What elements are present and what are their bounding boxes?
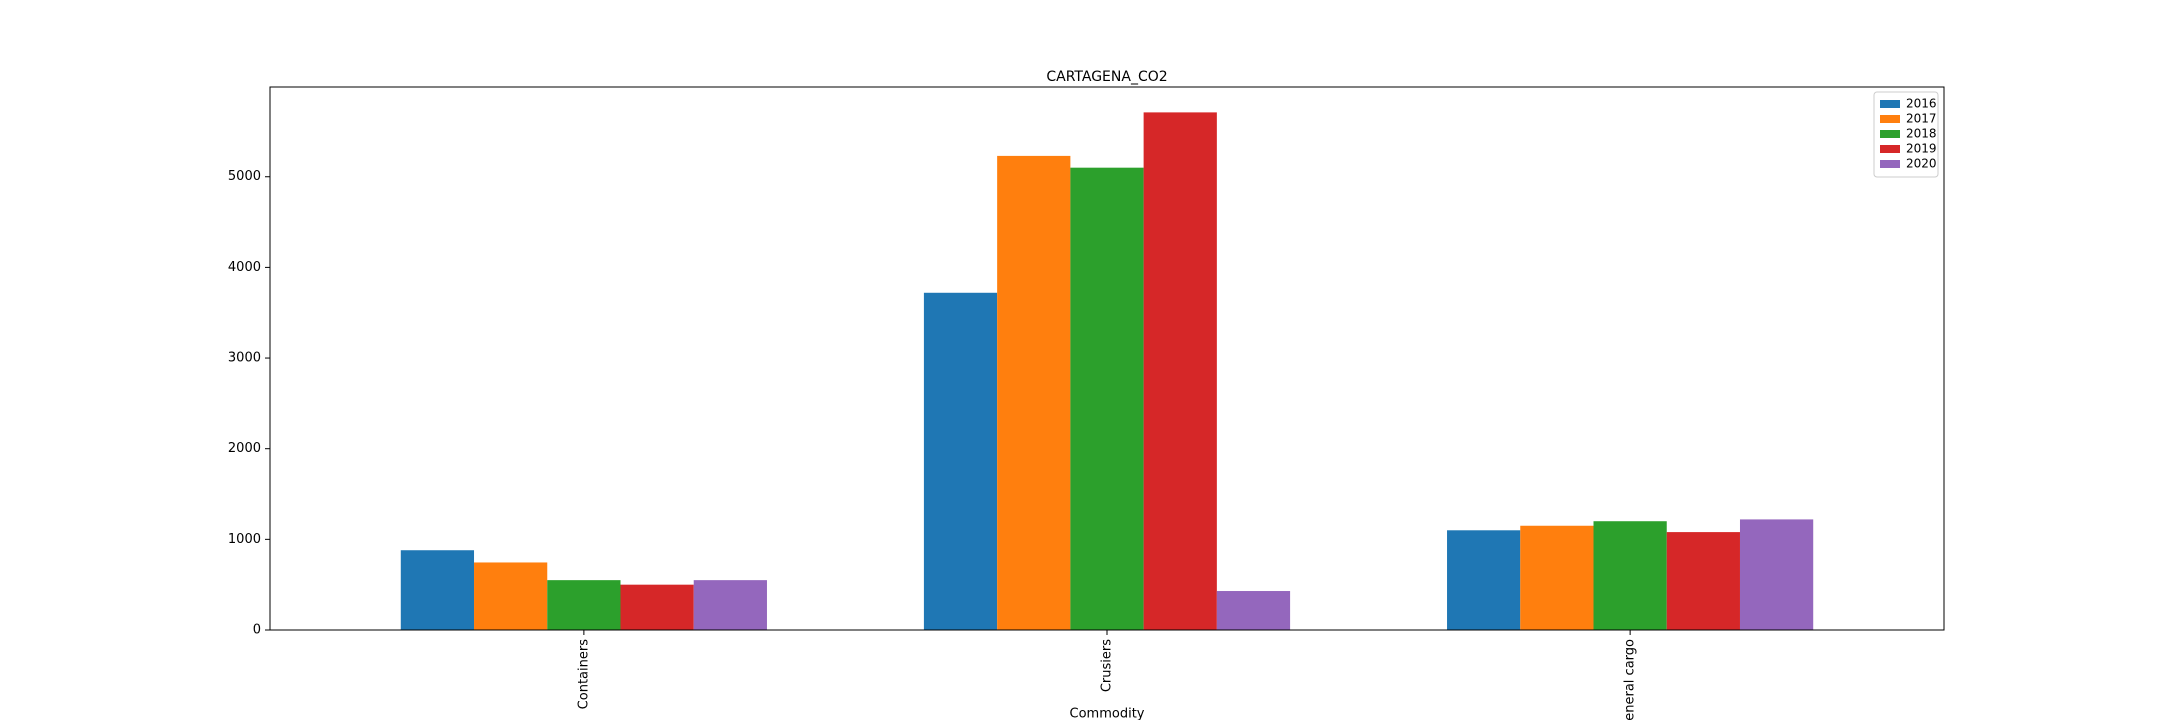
- bar: [1070, 167, 1144, 631]
- legend-box: [1873, 91, 1939, 178]
- y-tick-label: 5000: [228, 169, 261, 184]
- y-tick-label: 1000: [228, 532, 261, 547]
- legend-label: 2020: [1906, 157, 1937, 171]
- x-tick-label: Containers: [576, 639, 591, 710]
- bar: [1520, 525, 1594, 630]
- bar: [1593, 521, 1667, 630]
- legend-swatch: [1880, 115, 1900, 123]
- bar: [620, 584, 694, 630]
- x-tick-label: Crusiers: [1100, 639, 1115, 692]
- bar: [1447, 530, 1521, 630]
- x-tick-label: General cargo: [1623, 639, 1638, 720]
- plot-frame: [269, 86, 1945, 631]
- bar: [923, 292, 998, 630]
- bar: [997, 155, 1071, 630]
- bar: [547, 580, 621, 630]
- bar: [474, 562, 548, 630]
- bar: [693, 580, 767, 630]
- bar: [1666, 532, 1740, 630]
- legend-swatch: [1880, 145, 1900, 153]
- legend-label: 2016: [1906, 97, 1937, 111]
- y-tick-label: 4000: [228, 260, 261, 275]
- bar: [400, 550, 475, 630]
- legend-swatch: [1880, 100, 1900, 108]
- y-tick-label: 2000: [228, 441, 261, 456]
- bar: [1216, 591, 1291, 630]
- y-tick-label: 3000: [228, 351, 261, 366]
- bar: [1143, 112, 1217, 630]
- y-tick-label: 0: [253, 623, 261, 638]
- legend-swatch: [1880, 160, 1900, 168]
- legend-label: 2018: [1906, 127, 1937, 141]
- legend-swatch: [1880, 130, 1900, 138]
- legend-label: 2017: [1906, 112, 1937, 126]
- legend-label: 2019: [1906, 142, 1937, 156]
- chart-title: CARTAGENA_CO2: [1046, 69, 1167, 85]
- bar: [1739, 519, 1814, 630]
- x-axis-label: Commodity: [1070, 707, 1145, 720]
